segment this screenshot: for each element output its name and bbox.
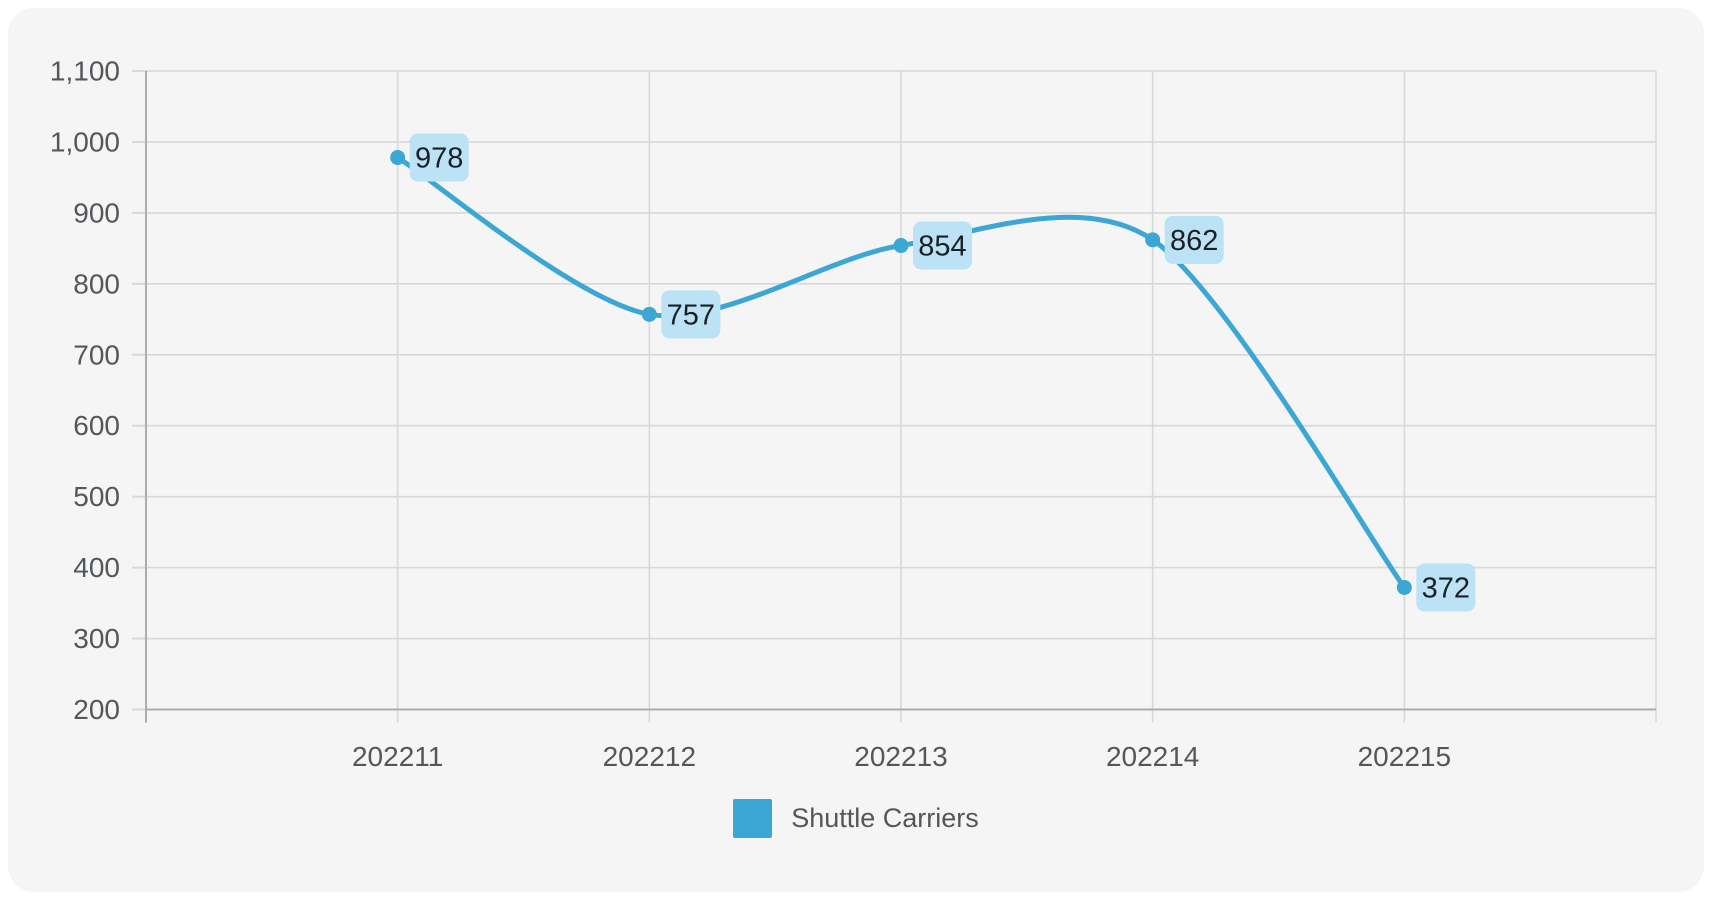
- chart-legend: Shuttle Carriers: [0, 799, 1712, 838]
- data-label-text: 757: [667, 299, 715, 331]
- data-label-text: 372: [1422, 572, 1470, 604]
- y-tick-label: 1,000: [50, 126, 120, 157]
- data-label-text: 978: [415, 143, 463, 175]
- y-tick-label: 900: [73, 197, 120, 228]
- x-tick-label: 202214: [1106, 741, 1199, 772]
- data-label-box: [913, 221, 972, 270]
- x-tick-label: 202213: [854, 741, 947, 772]
- chart-panel: [8, 8, 1704, 892]
- data-label-box: [409, 133, 469, 182]
- data-label-box: [1164, 215, 1224, 264]
- y-tick-label: 500: [73, 481, 120, 512]
- legend-swatch: [733, 799, 773, 838]
- x-tick-label: 202211: [352, 741, 443, 772]
- data-label-box: [661, 290, 721, 339]
- y-tick-label: 400: [73, 552, 120, 583]
- data-point-marker[interactable]: [1145, 232, 1161, 248]
- x-tick-label: 202215: [1358, 741, 1451, 772]
- legend-item-shuttle-carriers[interactable]: Shuttle Carriers: [733, 799, 979, 838]
- data-point-marker[interactable]: [641, 306, 657, 322]
- y-tick-label: 300: [73, 623, 120, 654]
- legend-label: Shuttle Carriers: [791, 803, 979, 833]
- data-label-text: 854: [918, 231, 966, 263]
- y-tick-label: 200: [73, 694, 120, 725]
- data-point-marker[interactable]: [1396, 579, 1412, 595]
- data-point-marker[interactable]: [390, 150, 406, 166]
- y-tick-label: 800: [73, 268, 120, 299]
- data-label-text: 862: [1170, 225, 1218, 257]
- y-tick-label: 1,100: [50, 56, 120, 87]
- data-label-box: [1416, 563, 1476, 612]
- y-tick-label: 700: [73, 339, 120, 370]
- y-tick-label: 600: [73, 410, 120, 441]
- x-tick-label: 202212: [603, 741, 696, 772]
- data-point-marker[interactable]: [893, 238, 909, 254]
